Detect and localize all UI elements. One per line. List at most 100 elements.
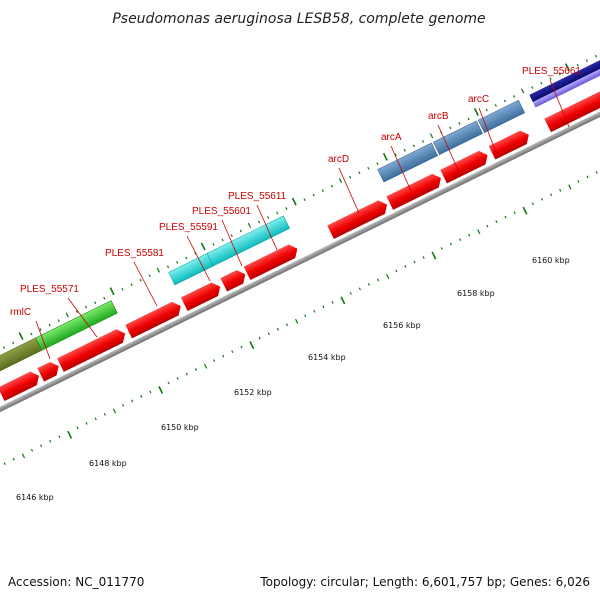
cds-arrow[interactable] — [488, 128, 532, 160]
scale-tick — [285, 323, 289, 327]
scale-tick — [540, 81, 543, 85]
scale-tick — [49, 439, 52, 443]
scale-tick — [477, 229, 481, 235]
cds-arrow[interactable] — [386, 171, 444, 210]
scale-label-6160: 6160 kbp — [532, 256, 570, 265]
scale-tick — [131, 399, 134, 403]
scale-tick — [112, 408, 117, 414]
cds-arrow[interactable] — [0, 369, 42, 402]
scale-tick — [531, 86, 534, 89]
scale-tick — [303, 198, 306, 201]
scale-tick — [531, 202, 534, 206]
scale-tick — [48, 323, 51, 327]
accession-text: Accession: NC_011770 — [8, 575, 144, 589]
cds-arrow[interactable] — [220, 267, 248, 292]
cds-arrow[interactable] — [180, 280, 224, 311]
scale-tick — [338, 178, 343, 184]
gene-label-rmlC[interactable]: rmlC — [10, 307, 31, 318]
PLES_55611-feature[interactable] — [206, 215, 290, 267]
cds-arrow[interactable] — [57, 327, 128, 372]
scale-tick — [322, 305, 325, 309]
scale-tick — [468, 233, 471, 237]
scale-label-6152: 6152 kbp — [234, 388, 272, 397]
scale-tick — [349, 291, 352, 295]
scale-tick — [30, 332, 33, 336]
scale-tick — [331, 300, 334, 304]
scale-tick — [212, 243, 215, 246]
scale-tick — [429, 133, 434, 139]
scale-tick — [495, 220, 498, 224]
scale-tick — [449, 126, 452, 130]
scale-tick — [121, 287, 124, 291]
scale-tick — [94, 417, 97, 421]
gene-label-arcC[interactable]: arcC — [468, 94, 489, 105]
PLES_55661-feature[interactable] — [529, 59, 600, 103]
scale-label-6154: 6154 kbp — [308, 353, 346, 362]
scale-tick — [40, 444, 43, 448]
scale-tick — [404, 265, 407, 268]
scale-tick — [422, 256, 425, 259]
scale-tick — [449, 242, 453, 246]
scale-tick — [257, 220, 261, 224]
scale-tick — [568, 184, 572, 190]
gene-label-PLES_55601[interactable]: PLES_55601 — [192, 206, 251, 217]
scale-tick — [594, 54, 598, 58]
cds-arrow[interactable] — [327, 198, 390, 239]
PLES_55571-feature[interactable] — [35, 300, 118, 351]
gene-label-PLES_55611[interactable]: PLES_55611 — [228, 191, 287, 202]
scale-tick — [376, 162, 379, 166]
scale-tick — [473, 108, 479, 116]
scale-tick — [413, 260, 416, 264]
scale-tick — [576, 63, 579, 67]
gene-label-PLES_55581[interactable]: PLES_55581 — [105, 248, 164, 259]
gene-label-arcD[interactable]: arcD — [328, 154, 349, 165]
scale-tick — [30, 448, 34, 452]
scale-tick — [403, 148, 406, 152]
arcB-feature[interactable] — [432, 120, 483, 156]
scale-tick — [440, 247, 443, 250]
label-leader-lines — [35, 79, 570, 360]
scale-tick — [394, 153, 397, 157]
scale-tick — [267, 216, 270, 219]
gene-label-arcA[interactable]: arcA — [381, 132, 402, 143]
scale-tick — [577, 179, 580, 183]
scale-tick — [494, 104, 497, 107]
cds-arrow[interactable] — [544, 77, 600, 133]
gene-label-PLES_55661[interactable]: PLES_55661 — [522, 66, 581, 77]
scale-tick — [149, 390, 152, 394]
scale-tick — [67, 430, 73, 439]
scale-tick — [304, 314, 307, 318]
scale-tick — [412, 144, 415, 148]
gene-label-PLES_55591[interactable]: PLES_55591 — [159, 222, 218, 233]
scale-tick — [222, 354, 225, 358]
scale-tick — [221, 238, 224, 242]
gene-label-arcB[interactable]: arcB — [428, 111, 449, 122]
genome-summary-text: Topology: circular; Length: 6,601,757 bp… — [259, 575, 590, 589]
arcC-feature[interactable] — [477, 99, 526, 133]
scale-tick — [185, 372, 188, 376]
scale-tick — [291, 197, 297, 206]
scale-tick — [382, 152, 388, 161]
scale-tick — [57, 319, 60, 322]
cds-arrow[interactable] — [37, 359, 62, 382]
scale-tick — [194, 251, 197, 255]
scale-tick — [376, 278, 380, 282]
arcA-feature[interactable] — [377, 142, 439, 183]
scale-tick — [194, 368, 198, 371]
scale-tick — [512, 95, 516, 98]
scale-tick — [200, 242, 206, 251]
cds-arrow[interactable] — [125, 299, 184, 339]
PLES_55661-subfeature[interactable] — [532, 66, 600, 108]
cds-arrow[interactable] — [243, 242, 301, 281]
cds-arrow[interactable] — [440, 148, 491, 184]
scale-tick — [340, 296, 346, 305]
scale-tick — [358, 171, 361, 175]
PLES_55601-feature[interactable] — [168, 253, 214, 286]
scale-tick — [247, 222, 252, 228]
scale-tick — [65, 312, 69, 318]
scale-labels: 6146 kbp 6148 kbp 6150 kbp 6152 kbp 6154… — [16, 256, 570, 502]
track-frame — [0, 54, 600, 466]
outer-scale-ticks — [2, 54, 598, 349]
gene-label-PLES_55571[interactable]: PLES_55571 — [20, 284, 79, 295]
